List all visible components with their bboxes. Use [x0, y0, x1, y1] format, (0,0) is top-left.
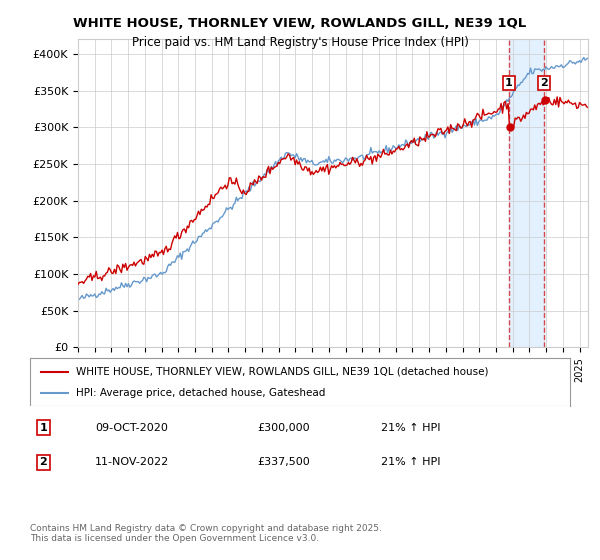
Text: 1: 1	[40, 423, 47, 433]
Text: WHITE HOUSE, THORNLEY VIEW, ROWLANDS GILL, NE39 1QL (detached house): WHITE HOUSE, THORNLEY VIEW, ROWLANDS GIL…	[76, 367, 488, 377]
Bar	[509, 39, 544, 347]
Text: Price paid vs. HM Land Registry's House Price Index (HPI): Price paid vs. HM Land Registry's House …	[131, 36, 469, 49]
Text: £337,500: £337,500	[257, 458, 310, 468]
Text: Contains HM Land Registry data © Crown copyright and database right 2025.
This d: Contains HM Land Registry data © Crown c…	[30, 524, 382, 543]
Text: 21% ↑ HPI: 21% ↑ HPI	[381, 423, 440, 433]
Text: HPI: Average price, detached house, Gateshead: HPI: Average price, detached house, Gate…	[76, 388, 325, 398]
Text: 11-NOV-2022: 11-NOV-2022	[95, 458, 169, 468]
Text: £300,000: £300,000	[257, 423, 310, 433]
Text: 21% ↑ HPI: 21% ↑ HPI	[381, 458, 440, 468]
Text: 09-OCT-2020: 09-OCT-2020	[95, 423, 167, 433]
Text: WHITE HOUSE, THORNLEY VIEW, ROWLANDS GILL, NE39 1QL: WHITE HOUSE, THORNLEY VIEW, ROWLANDS GIL…	[73, 17, 527, 30]
Text: 2: 2	[40, 458, 47, 468]
Text: 1: 1	[505, 78, 513, 88]
Text: 2: 2	[540, 78, 548, 88]
